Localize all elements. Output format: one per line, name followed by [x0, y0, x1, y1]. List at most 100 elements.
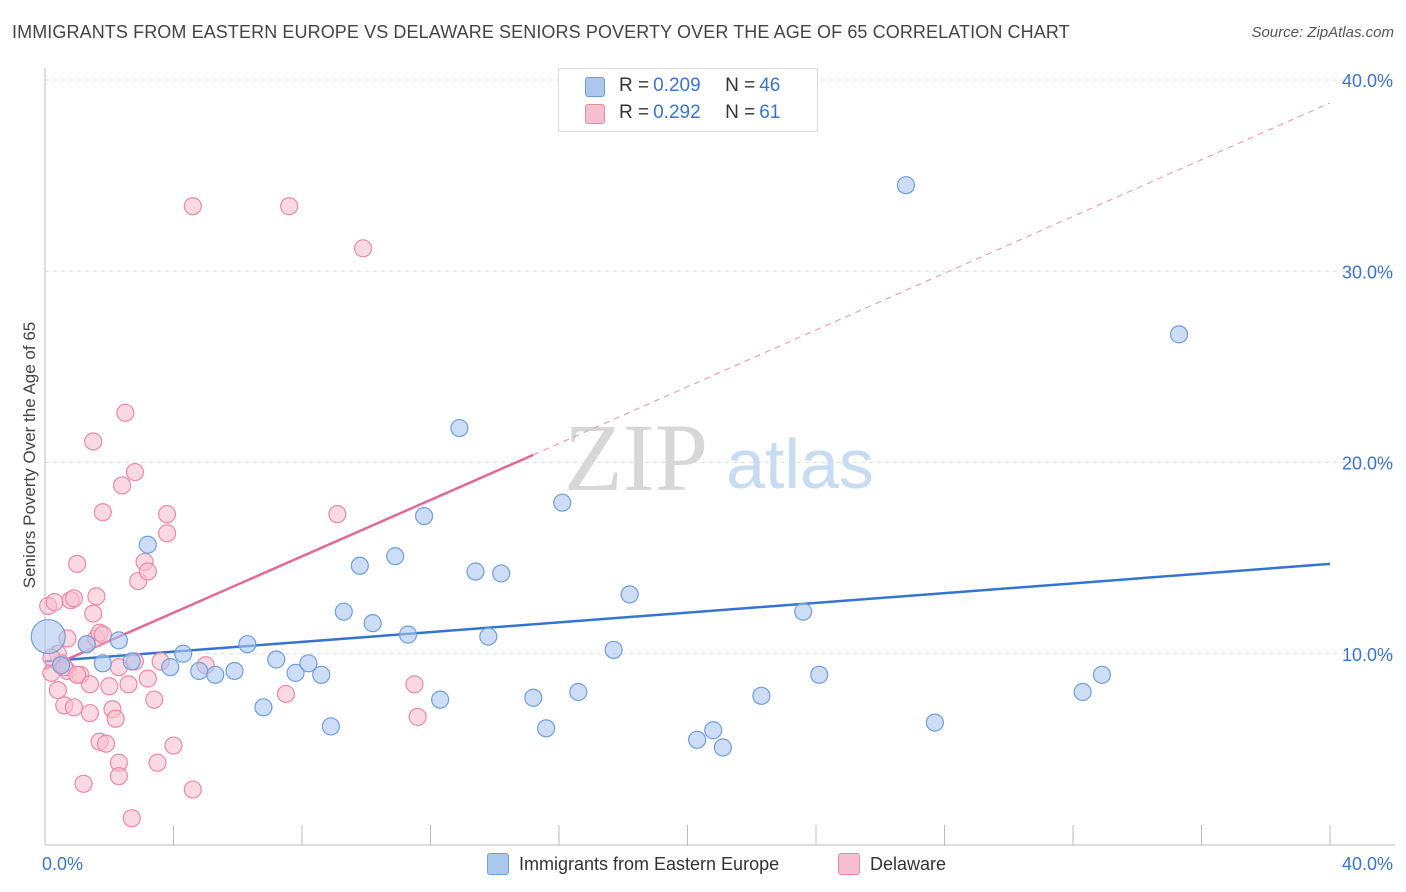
data-point-pink	[64, 589, 84, 608]
data-point-blue	[794, 602, 813, 621]
legend-n-value-pink: 61	[759, 102, 781, 123]
data-point-blue	[238, 635, 257, 654]
y-tick-label: 40.0%	[1342, 71, 1393, 91]
data-point-blue	[299, 654, 318, 673]
data-point-blue	[77, 635, 96, 654]
data-point-blue	[450, 418, 469, 438]
bottom-legend-blue: Immigrants from Eastern Europe	[487, 852, 779, 876]
data-point-blue	[524, 688, 543, 707]
data-point-blue	[604, 640, 623, 660]
data-point-pink	[157, 505, 177, 524]
data-point-pink	[109, 767, 128, 786]
data-point-pink	[280, 197, 299, 216]
data-point-blue	[363, 614, 382, 633]
chart-title: IMMIGRANTS FROM EASTERN EUROPE VS DELAWA…	[12, 22, 1070, 42]
data-point-blue	[312, 665, 331, 684]
y-tick-label: 20.0%	[1342, 454, 1393, 474]
data-point-blue	[321, 717, 341, 736]
legend-r-value-pink: 0.292	[653, 102, 701, 123]
data-point-blue	[431, 690, 450, 709]
data-point-blue	[1169, 325, 1189, 344]
legend-n-label-blue: N =	[725, 75, 756, 96]
data-point-pink	[328, 505, 347, 524]
data-point-pink	[64, 698, 84, 717]
data-point-pink	[106, 709, 125, 728]
watermark: ZIP atlas	[564, 404, 874, 511]
legend-row-blue: R = 0.209 N = 46	[585, 75, 781, 97]
data-point-blue	[254, 698, 273, 717]
y-axis-label: Seniors Poverty Over the Age of 65	[20, 321, 39, 589]
grid-lines	[45, 79, 1395, 655]
y-tick-label: 30.0%	[1342, 262, 1393, 282]
data-point-blue	[752, 686, 771, 705]
data-point-blue	[688, 730, 707, 749]
data-point-blue	[161, 658, 180, 677]
data-point-blue	[138, 535, 157, 554]
data-point-pink	[164, 736, 183, 755]
data-point-pink	[68, 665, 87, 684]
data-point-pink	[100, 677, 119, 696]
data-point-pink	[405, 675, 424, 694]
data-point-pink	[138, 562, 157, 581]
legend-swatch-blue	[585, 77, 605, 97]
data-point-blue	[109, 631, 128, 650]
x-tick-label: 0.0%	[42, 854, 83, 874]
y-tick-label: 10.0%	[1342, 645, 1393, 665]
trend-line-blue	[44, 562, 1331, 663]
data-point-pink	[122, 809, 141, 828]
tick-labels: 10.0% 20.0% 30.0% 40.0% 0.0% 40.0%	[42, 71, 1393, 874]
data-point-blue	[479, 627, 498, 646]
data-point-pink	[183, 780, 202, 799]
data-point-blue	[620, 585, 639, 604]
data-point-blue	[225, 661, 244, 681]
trend-line-pink	[44, 453, 534, 671]
data-point-pink	[119, 675, 138, 694]
bottom-legend-label-blue: Immigrants from Eastern Europe	[519, 853, 780, 874]
bottom-legend-swatch-blue	[487, 853, 509, 875]
legend-r-label-pink: R =	[619, 102, 650, 123]
data-point-blue	[206, 665, 225, 684]
data-point-pink	[145, 690, 164, 709]
data-point-pink	[276, 684, 296, 704]
data-point-blue	[414, 506, 434, 526]
data-point-blue	[334, 602, 353, 621]
trend-line-pink-extension	[533, 102, 1331, 456]
data-point-pink	[112, 476, 132, 495]
data-points	[30, 176, 1189, 828]
data-point-blue	[1073, 682, 1092, 702]
data-point-blue	[51, 656, 71, 675]
bottom-legend-pink: Delaware	[838, 852, 946, 876]
data-point-pink	[87, 587, 106, 606]
data-point-blue	[190, 661, 209, 681]
data-point-pink	[125, 462, 145, 482]
data-point-blue	[492, 564, 511, 583]
data-point-blue	[896, 176, 916, 195]
data-point-blue	[925, 713, 944, 732]
bottom-legend-swatch-pink	[838, 853, 860, 875]
data-point-blue	[537, 719, 556, 738]
data-point-blue	[174, 644, 193, 663]
legend-n-value-blue: 46	[759, 75, 781, 96]
data-point-blue	[286, 663, 305, 682]
data-point-pink	[116, 403, 135, 422]
data-point-pink	[157, 524, 177, 543]
legend-n-label-pink: N =	[725, 102, 756, 123]
legend-row-pink: R = 0.292 N = 61	[585, 102, 781, 124]
data-point-pink	[148, 753, 167, 772]
legend-swatch-pink	[585, 104, 605, 124]
x-tick-label: 40.0%	[1342, 854, 1393, 874]
data-point-pink	[80, 703, 100, 723]
data-point-blue	[122, 652, 141, 671]
data-point-pink	[96, 734, 116, 753]
data-point-pink	[45, 593, 64, 612]
data-point-pink	[93, 503, 112, 522]
data-point-blue	[466, 562, 485, 581]
data-point-pink	[68, 554, 87, 573]
watermark-atlas: atlas	[726, 425, 874, 503]
source-credit: Source: ZipAtlas.com	[1251, 24, 1394, 41]
data-point-pink	[353, 239, 373, 258]
legend-r-label-blue: R =	[619, 75, 650, 96]
data-point-blue	[553, 493, 572, 512]
data-point-blue	[713, 738, 732, 757]
